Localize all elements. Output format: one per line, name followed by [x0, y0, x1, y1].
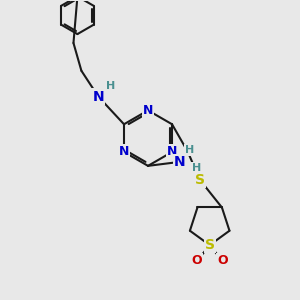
Text: N: N [174, 155, 185, 169]
Text: H: H [185, 145, 194, 155]
Text: N: N [143, 104, 153, 117]
Text: S: S [205, 238, 215, 252]
Text: O: O [192, 254, 202, 268]
Text: H: H [106, 81, 116, 91]
Text: N: N [119, 146, 129, 158]
Text: O: O [217, 254, 228, 268]
Text: S: S [195, 173, 205, 187]
Text: N: N [92, 89, 104, 103]
Text: H: H [192, 163, 201, 173]
Text: N: N [167, 146, 177, 158]
